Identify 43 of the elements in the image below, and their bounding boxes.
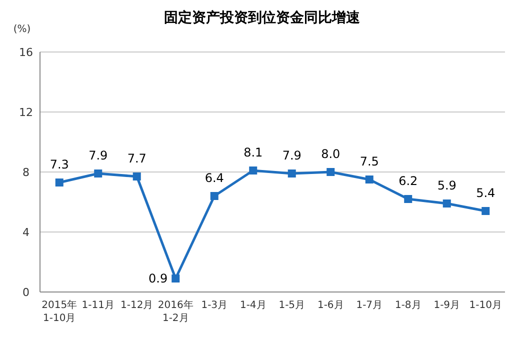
x-tick-label: 1-4月 xyxy=(240,300,266,311)
text: 6.4 xyxy=(204,171,224,185)
y-axis-title: (%) xyxy=(13,24,31,35)
x-tick-label: 1-9月 xyxy=(434,300,460,311)
chart-title: 固定资产投资到位资金同比增速 xyxy=(164,9,361,26)
point xyxy=(55,178,64,186)
text: 6.2 xyxy=(398,174,418,188)
x-tick-label: 1-12月 xyxy=(120,300,154,311)
text: 7.3 xyxy=(50,158,69,172)
x-tick-label: 1-8月 xyxy=(394,300,422,311)
text: 5.4 xyxy=(476,186,496,200)
point xyxy=(172,274,180,282)
point xyxy=(249,166,258,174)
text: 7.9 xyxy=(88,148,108,162)
x-tick-label: 2015年 1-10月 xyxy=(42,299,78,324)
x-tick-label: 1-3月 xyxy=(201,300,228,311)
text: 5.9 xyxy=(437,178,456,192)
point xyxy=(482,207,490,215)
point xyxy=(326,168,335,176)
x-tick-label: 1-11月 xyxy=(82,300,114,311)
text: 8.1 xyxy=(244,146,263,160)
y-tick-label: 16 xyxy=(19,46,33,59)
y-tick-label: 0 xyxy=(22,286,30,299)
text: 7.5 xyxy=(360,154,379,168)
point xyxy=(442,200,451,208)
text: 0.9 xyxy=(148,272,168,286)
point xyxy=(404,195,412,203)
y-tick-label: 4 xyxy=(22,226,30,239)
x-tick-label: 1-10月 xyxy=(469,300,502,311)
text: 8.0 xyxy=(321,147,340,161)
point xyxy=(365,176,374,184)
text: 7.7 xyxy=(127,152,146,166)
x-tick-label: 1-5月 xyxy=(278,300,306,311)
point xyxy=(132,172,141,180)
x-tick-label: 1-7月 xyxy=(356,300,383,311)
x-tick-label: 1-6月 xyxy=(317,300,344,311)
y-tick-label: 12 xyxy=(19,106,33,119)
point xyxy=(94,170,102,178)
point xyxy=(288,170,296,178)
y-tick-label: 8 xyxy=(22,166,30,179)
x-tick-label: 2016年 1-2月 xyxy=(158,299,194,324)
point xyxy=(210,192,218,200)
text: 7.9 xyxy=(282,148,302,162)
